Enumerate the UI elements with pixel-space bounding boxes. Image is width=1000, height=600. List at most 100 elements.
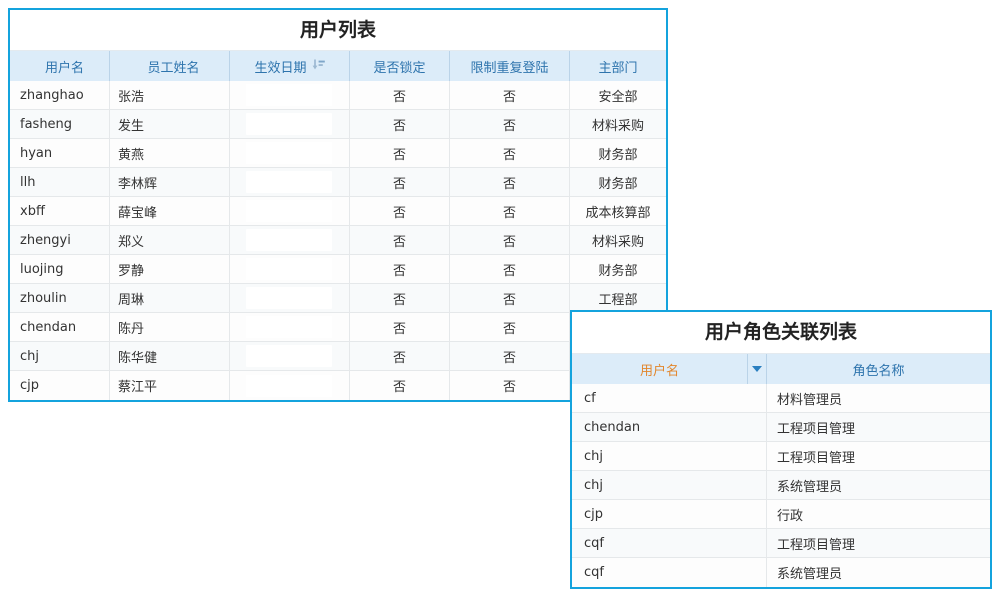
cell-effective-date (230, 313, 350, 341)
cell-effective-date (230, 110, 350, 138)
cell-role-username: cf (572, 384, 767, 412)
cell-username: luojing (10, 255, 110, 283)
user-table-row[interactable]: luojing 罗静 否否 财务部 (10, 255, 666, 284)
header-employee-name: 员工姓名 (110, 51, 230, 81)
cell-restrict-login: 否 (450, 284, 570, 312)
user-table-row[interactable]: hyan 黄燕 否否 财务部 (10, 139, 666, 168)
effective-date-input[interactable] (246, 142, 332, 164)
header-effective-date[interactable]: 生效日期 (230, 51, 350, 81)
cell-effective-date (230, 168, 350, 196)
effective-date-input[interactable] (246, 316, 332, 338)
cell-department: 财务部 (598, 176, 638, 192)
cell-employee-name: 黄燕 (110, 139, 230, 167)
cell-department: 成本核算部 (585, 205, 651, 221)
cell-locked: 否 (350, 81, 450, 109)
user-table-row[interactable]: zhengyi 郑义 否否 材料采购 (10, 226, 666, 255)
effective-date-input[interactable] (246, 171, 332, 193)
cell-role-username: chj (572, 471, 767, 499)
user-table-row[interactable]: chj 陈华健 否否 (10, 342, 666, 371)
cell-effective-date (230, 197, 350, 225)
user-table-row[interactable]: zhoulin 周琳 否否 工程部 (10, 284, 666, 313)
user-table-row[interactable]: zhanghao 张浩 否否 安全部 (10, 81, 666, 110)
cell-department: 财务部 (598, 263, 638, 279)
user-table-row[interactable]: cjp 蔡江平 否否 (10, 371, 666, 400)
cell-restrict-login: 否 (450, 81, 570, 109)
cell-employee-name: 罗静 (110, 255, 230, 283)
cell-employee-name: 陈丹 (110, 313, 230, 341)
header-role-username: 用户名 (572, 354, 748, 384)
role-table-row[interactable]: cjp 行政 (572, 500, 990, 529)
effective-date-input[interactable] (246, 345, 332, 367)
cell-locked: 否 (350, 313, 450, 341)
cell-role-username: cjp (572, 500, 767, 528)
cell-locked: 否 (350, 110, 450, 138)
cell-effective-date (230, 284, 350, 312)
cell-restrict-login: 否 (450, 226, 570, 254)
role-table-row[interactable]: chendan 工程项目管理 (572, 413, 990, 442)
cell-department: 材料采购 (591, 118, 644, 134)
role-table-row[interactable]: chj 系统管理员 (572, 471, 990, 500)
cell-employee-name: 陈华健 (110, 342, 230, 370)
cell-employee-name: 周琳 (110, 284, 230, 312)
user-role-panel: 用户角色关联列表 用户名 角色名称 cf 材料管理员 chendan 工程项目管理 ch… (570, 310, 992, 589)
cell-locked: 否 (350, 284, 450, 312)
sort-descending-icon (312, 59, 325, 74)
user-list-header-row: 用户名 员工姓名 生效日期 是否锁定 限制重复登陆 主部门 (10, 51, 666, 81)
user-role-title: 用户角色关联列表 (572, 312, 990, 354)
cell-username: zhengyi (10, 226, 110, 254)
cell-restrict-login: 否 (450, 168, 570, 196)
cell-username: chj (10, 342, 110, 370)
cell-employee-name: 郑义 (110, 226, 230, 254)
cell-locked: 否 (350, 197, 450, 225)
user-table-row[interactable]: llh 李林辉 否否 财务部 (10, 168, 666, 197)
effective-date-input[interactable] (246, 113, 332, 135)
cell-role-name: 系统管理员 (777, 567, 843, 582)
cell-locked: 否 (350, 226, 450, 254)
user-list-title: 用户列表 (10, 10, 666, 51)
cell-restrict-login: 否 (450, 110, 570, 138)
cell-employee-name: 张浩 (110, 81, 230, 109)
cell-restrict-login: 否 (450, 197, 570, 225)
cell-effective-date (230, 255, 350, 283)
cell-effective-date (230, 81, 350, 109)
role-table-row[interactable]: chj 工程项目管理 (572, 442, 990, 471)
cell-employee-name: 李林辉 (110, 168, 230, 196)
effective-date-input[interactable] (246, 229, 332, 251)
cell-username: hyan (10, 139, 110, 167)
role-table-row[interactable]: cqf 工程项目管理 (572, 529, 990, 558)
header-locked: 是否锁定 (350, 51, 450, 81)
role-table-row[interactable]: cqf 系统管理员 (572, 558, 990, 587)
effective-date-input[interactable] (246, 374, 332, 397)
cell-role-name: 系统管理员 (777, 479, 843, 495)
cell-role-name: 行政 (777, 508, 804, 524)
cell-username: fasheng (10, 110, 110, 138)
cell-restrict-login: 否 (450, 139, 570, 167)
cell-department: 安全部 (598, 89, 638, 105)
dropdown-arrow-icon (752, 366, 762, 372)
user-table-row[interactable]: chendan 陈丹 否否 (10, 313, 666, 342)
effective-date-input[interactable] (246, 84, 332, 106)
header-username: 用户名 (10, 51, 110, 81)
cell-effective-date (230, 342, 350, 370)
cell-username: cjp (10, 371, 110, 400)
cell-restrict-login: 否 (450, 342, 570, 370)
cell-effective-date (230, 139, 350, 167)
user-table-row[interactable]: fasheng 发生 否否 材料采购 (10, 110, 666, 139)
cell-username: llh (10, 168, 110, 196)
cell-username: zhoulin (10, 284, 110, 312)
user-role-header-row: 用户名 角色名称 (572, 354, 990, 384)
effective-date-input[interactable] (246, 258, 332, 280)
cell-role-name: 工程项目管理 (777, 421, 856, 437)
cell-role-name: 工程项目管理 (777, 537, 856, 553)
header-role-name: 角色名称 (852, 363, 905, 379)
cell-effective-date (230, 371, 350, 400)
cell-role-username: chj (572, 442, 767, 470)
effective-date-input[interactable] (246, 287, 332, 309)
user-table-body: zhanghao 张浩否否安全部 fasheng 发生否否材料采购 hyan 黄燕否否财务… (10, 81, 666, 400)
effective-date-input[interactable] (246, 200, 332, 222)
user-table-row[interactable]: xbff 薛宝峰否否成本核算部 (10, 197, 666, 226)
username-filter-dropdown[interactable] (748, 354, 767, 384)
role-table-row[interactable]: cf 材料管理员 (572, 384, 990, 413)
cell-locked: 否 (350, 255, 450, 283)
